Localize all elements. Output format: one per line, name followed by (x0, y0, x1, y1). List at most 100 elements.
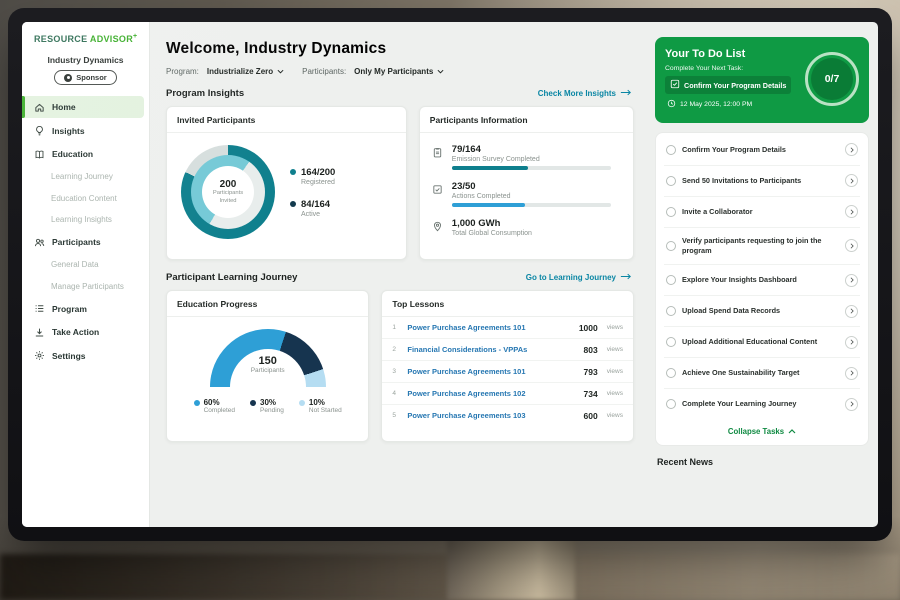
check-more-insights-link[interactable]: Check More Insights (538, 89, 632, 98)
task-checkbox[interactable] (666, 306, 676, 317)
dashboard-screen: RESOURCE ADVISOR+ Industry Dynamics Spon… (22, 22, 878, 527)
todo-subtitle: Complete Your Next Task: (665, 64, 744, 72)
donut-center-value: 200 (219, 179, 237, 191)
sidebar-item-label: Participants (52, 237, 101, 247)
sidebar-item-label: Education (52, 149, 94, 159)
sidebar-item-learning-journey[interactable]: Learning Journey (22, 167, 144, 187)
legend-value: 30% (260, 398, 277, 407)
stat-label: Actions Completed (451, 193, 511, 200)
legend-item-active: 84/164 Active (290, 199, 335, 218)
legend-label: Pending (260, 407, 284, 414)
todo-summary-card: Your To Do List Complete Your Next Task:… (655, 37, 869, 123)
sidebar-item-home[interactable]: Home (22, 96, 144, 118)
learning-journey-header: Participant Learning Journey Go to Learn… (166, 272, 632, 283)
task-row[interactable]: Send 50 Invitations to Participants (664, 166, 860, 197)
invited-participants-card: Invited Participants 200 Participants In… (166, 106, 407, 260)
task-label: Complete Your Learning Journey (682, 399, 797, 409)
sidebar-item-take-action[interactable]: Take Action (22, 321, 144, 343)
lesson-views: 600 (583, 410, 598, 421)
todo-panel: Your To Do List Complete Your Next Task:… (646, 22, 878, 527)
task-row[interactable]: Explore Your Insights Dashboard (664, 265, 860, 297)
task-checkbox[interactable] (666, 144, 676, 155)
top-lessons-card: Top Lessons 1 Power Purchase Agreements … (381, 290, 634, 442)
link-label: Go to Learning Journey (525, 273, 616, 282)
task-chevron-button[interactable] (845, 335, 858, 349)
lightbulb-icon (34, 125, 45, 136)
task-chevron-button[interactable] (845, 273, 858, 287)
task-checkbox[interactable] (666, 337, 676, 348)
lesson-link[interactable]: Power Purchase Agreements 102 (407, 389, 526, 398)
lesson-views: 793 (583, 366, 598, 377)
task-chevron-button[interactable] (845, 143, 858, 156)
donut-legend: 164/200 Registered 84/164 Active (290, 167, 335, 218)
collapse-tasks-link[interactable]: Collapse Tasks (664, 419, 860, 442)
task-checkbox[interactable] (666, 368, 676, 379)
clipboard-icon (432, 145, 444, 170)
sidebar-item-program[interactable]: Program (22, 298, 144, 320)
task-chevron-button[interactable] (845, 239, 858, 253)
sidebar-item-general-data[interactable]: General Data (22, 255, 144, 275)
monitor-frame: RESOURCE ADVISOR+ Industry Dynamics Spon… (8, 8, 892, 541)
legend-dot-not-started (298, 400, 305, 406)
collapse-label: Collapse Tasks (727, 427, 785, 437)
task-row[interactable]: Upload Additional Educational Content (664, 327, 860, 359)
task-row[interactable]: Upload Spend Data Records (664, 296, 860, 328)
lesson-views: 803 (583, 344, 598, 355)
task-chevron-button[interactable] (845, 174, 858, 187)
participants-filter-label: Participants: (302, 67, 347, 76)
task-row[interactable]: Invite a Collaborator (664, 197, 860, 228)
education-progress-card: Education Progress 150 Participants (166, 290, 370, 442)
sidebar-item-label: Manage Participants (51, 281, 124, 291)
sidebar-item-learning-insights[interactable]: Learning Insights (22, 210, 144, 230)
book-icon (34, 149, 45, 160)
due-date-row: 12 May 2025, 12:00 PM (665, 99, 799, 110)
program-select[interactable]: Industrialize Zero (207, 67, 284, 76)
sidebar-item-settings[interactable]: Settings (22, 345, 144, 367)
download-action-icon (34, 327, 45, 338)
legend-label: Not Started (308, 407, 342, 414)
task-checkbox[interactable] (666, 240, 676, 251)
top-lessons-list: 1 Power Purchase Agreements 101 1000 vie… (382, 317, 633, 426)
lesson-row: 3 Power Purchase Agreements 101 793 view… (382, 361, 633, 383)
participants-select[interactable]: Only My Participants (354, 67, 444, 76)
task-chevron-button[interactable] (845, 366, 858, 380)
sidebar-item-education[interactable]: Education (22, 143, 144, 165)
task-row[interactable]: Achieve One Sustainability Target (664, 358, 860, 390)
donut-center-label: Participants Invited (212, 190, 244, 204)
brand-logo: RESOURCE ADVISOR+ (22, 33, 149, 44)
invited-participants-donut-chart: 200 Participants Invited (181, 145, 275, 239)
sidebar-item-label: Insights (52, 125, 85, 136)
task-checkbox[interactable] (666, 399, 676, 410)
task-checkbox[interactable] (666, 206, 676, 217)
task-chevron-button[interactable] (845, 304, 858, 318)
next-task-row[interactable]: Confirm Your Program Details (665, 76, 792, 94)
lesson-link[interactable]: Power Purchase Agreements 103 (407, 411, 526, 420)
task-checkbox[interactable] (666, 275, 676, 286)
task-row[interactable]: Verify participants requesting to join t… (664, 228, 860, 266)
task-chevron-button[interactable] (845, 397, 858, 411)
task-label: Verify participants requesting to join t… (682, 236, 822, 255)
stat-global-consumption: 1,000 GWh Total Global Consumption (432, 218, 621, 240)
sidebar-item-manage-participants[interactable]: Manage Participants (22, 276, 144, 296)
sidebar-item-label: Education Content (51, 193, 117, 203)
sidebar-item-education-content[interactable]: Education Content (22, 188, 144, 208)
sidebar-item-label: Learning Journey (51, 172, 113, 181)
org-name: Industry Dynamics (47, 55, 124, 65)
task-row[interactable]: Confirm Your Program Details (664, 135, 860, 166)
legend-item-registered: 164/200 Registered (290, 167, 335, 186)
lesson-link[interactable]: Power Purchase Agreements 101 (407, 367, 526, 376)
lesson-link[interactable]: Power Purchase Agreements 101 (407, 323, 526, 332)
lesson-link[interactable]: Financial Considerations - VPPAs (407, 345, 528, 354)
task-checkbox[interactable] (666, 175, 676, 186)
sidebar-item-participants[interactable]: Participants (22, 231, 144, 253)
sidebar-nav: Home Insights Education Learning Journey… (22, 96, 149, 367)
go-to-learning-journey-link[interactable]: Go to Learning Journey (526, 273, 632, 282)
sidebar: RESOURCE ADVISOR+ Industry Dynamics Spon… (22, 22, 150, 527)
task-chevron-button[interactable] (845, 205, 858, 218)
sidebar-item-insights[interactable]: Insights (22, 120, 144, 142)
sponsor-badge[interactable]: Sponsor (54, 70, 117, 85)
lesson-row: 5 Power Purchase Agreements 103 600 view… (382, 405, 633, 426)
emission-survey-progress-bar (451, 166, 611, 170)
stat-label: Total Global Consumption (451, 230, 532, 237)
task-row[interactable]: Complete Your Learning Journey (664, 389, 860, 419)
